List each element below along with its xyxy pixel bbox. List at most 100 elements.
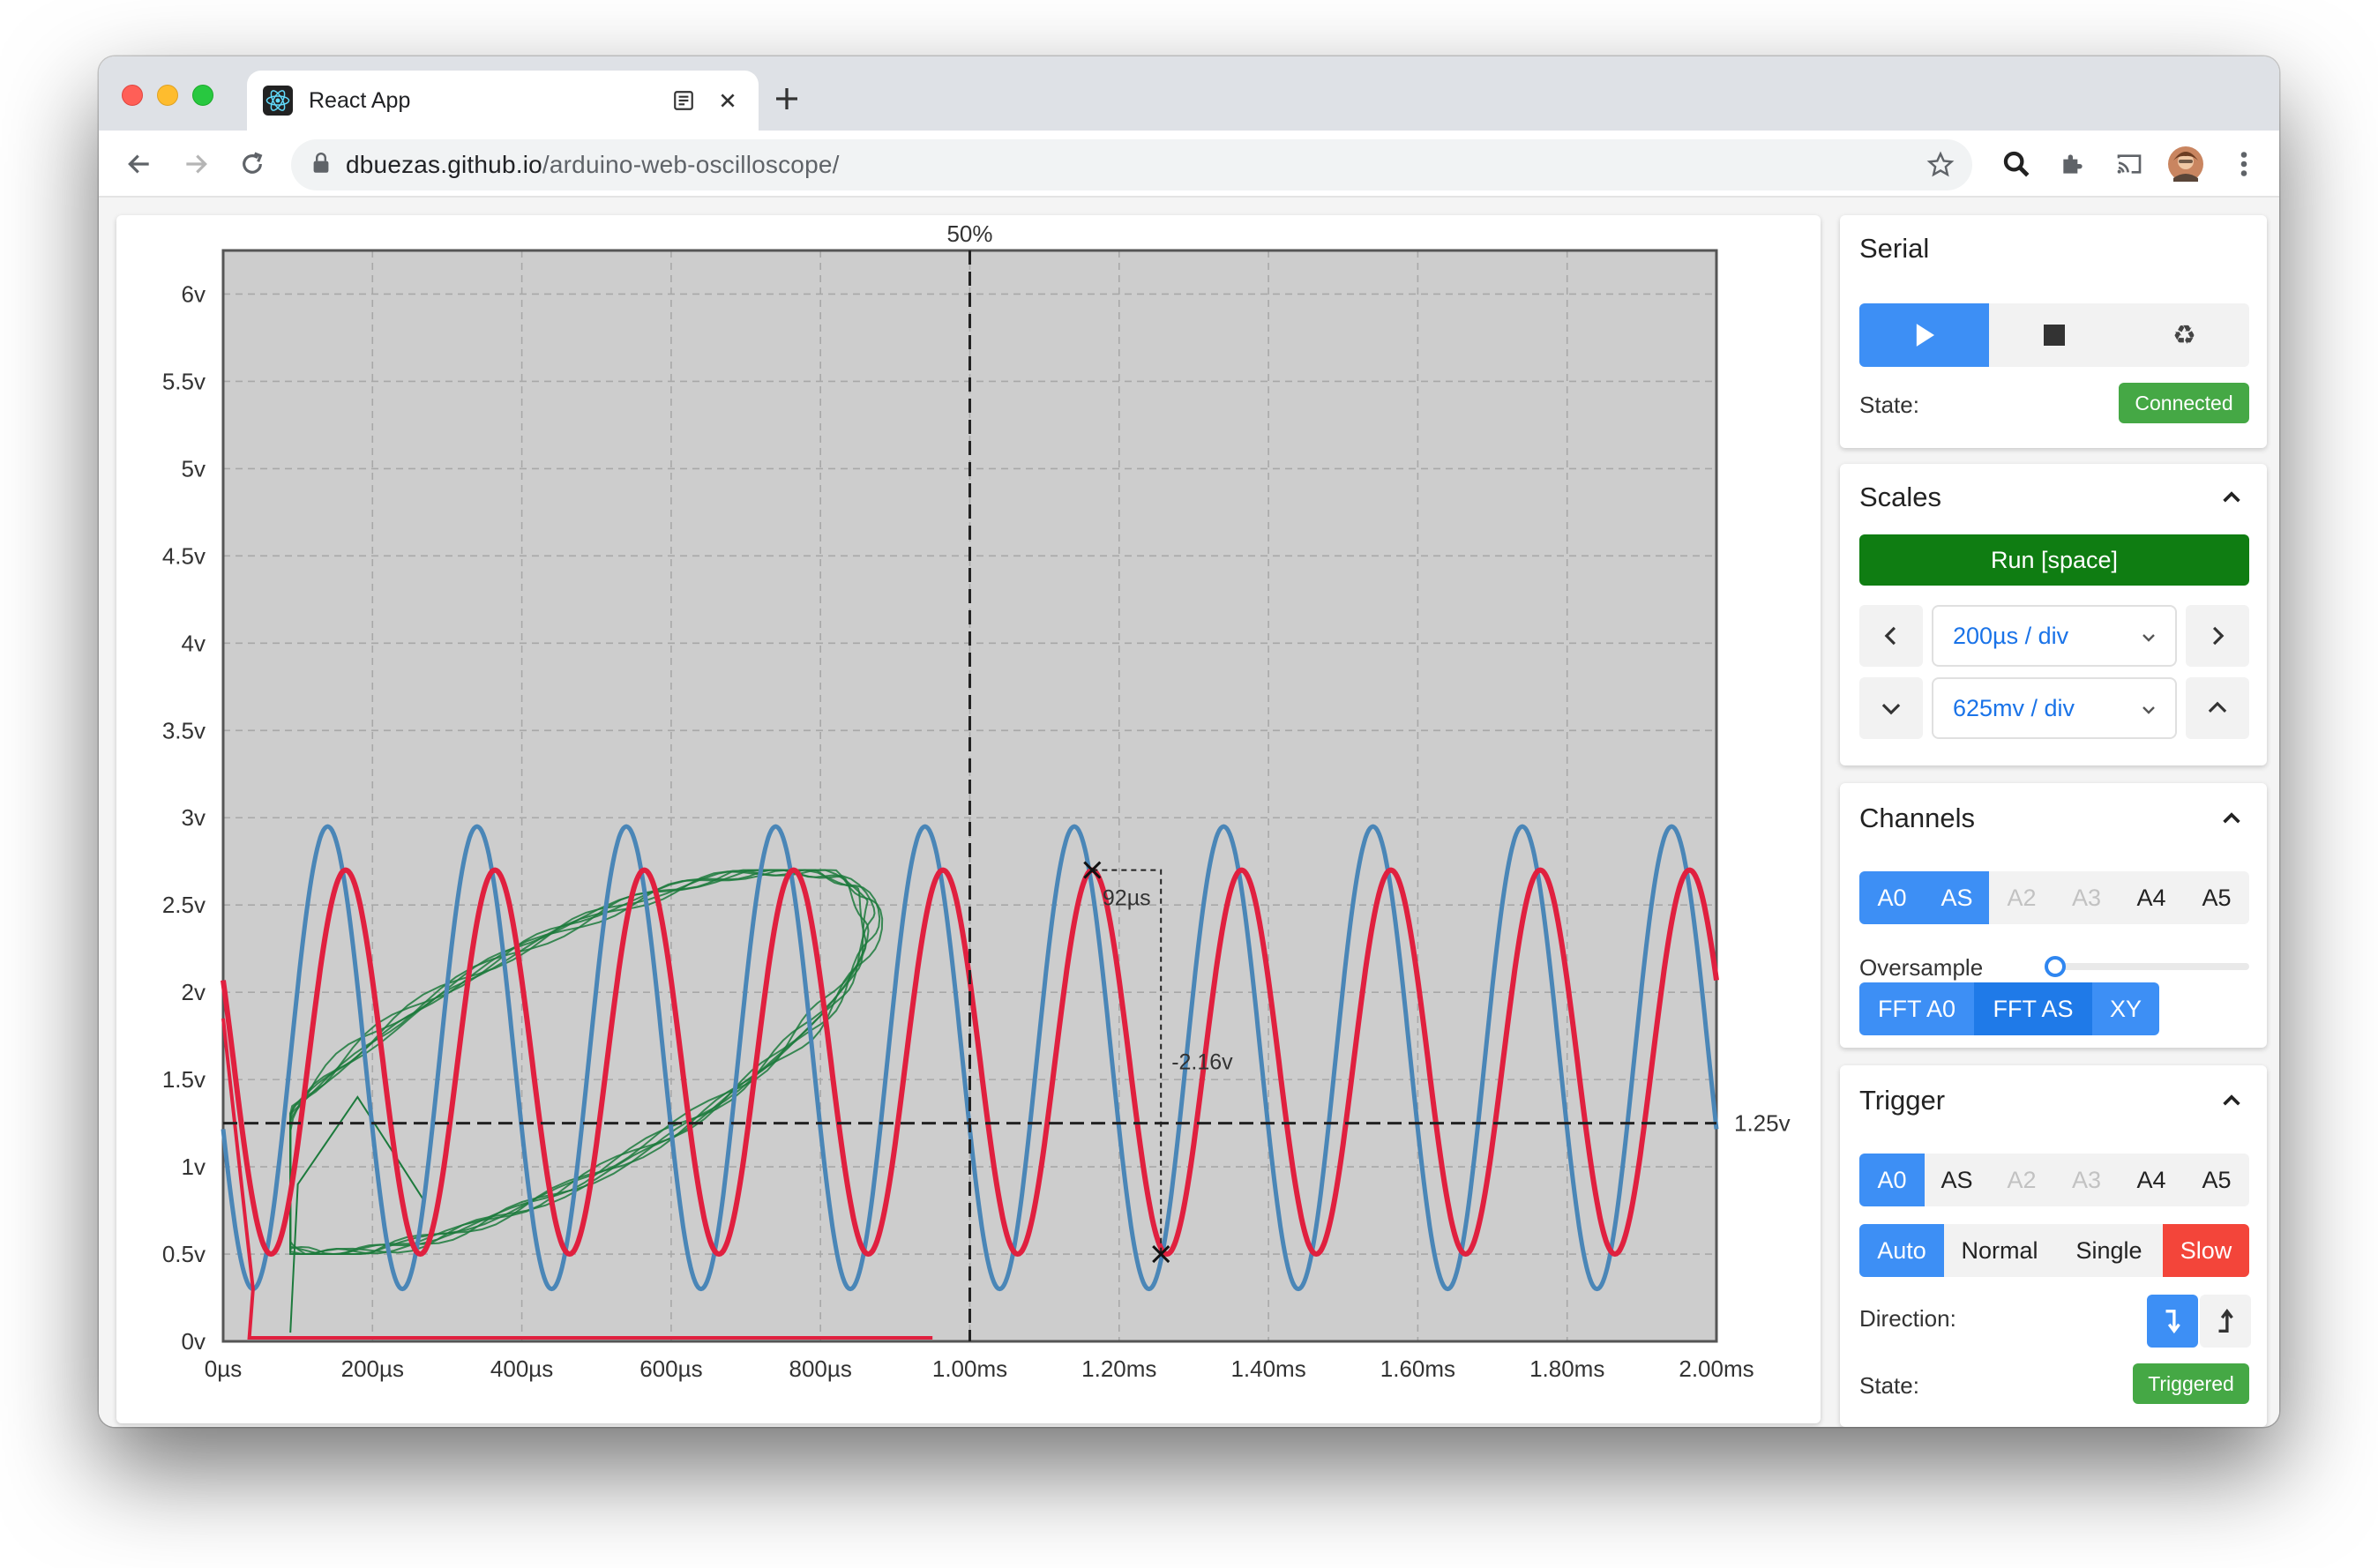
trigger-a3[interactable]: A3 [2054,1154,2119,1206]
serial-state-badge: Connected [2119,383,2249,423]
channel-a3-toggle[interactable]: A3 [2054,871,2119,924]
tab-search-icon[interactable] [669,86,699,116]
chevron-up-icon [2208,701,2227,713]
direction-label: Direction: [1859,1305,1956,1332]
y-tick-label: 2v [182,979,206,1005]
xy-curve-tail [289,1095,426,1333]
measurement-marker [1152,1244,1170,1264]
trigger-a4[interactable]: A4 [2119,1154,2184,1206]
chevron-right-icon [2212,626,2225,646]
minimize-window-button[interactable] [157,85,178,106]
channel-a5-toggle[interactable]: A5 [2184,871,2249,924]
trigger-panel: Trigger A0 AS A2 A3 A4 A5 Auto Normal Si… [1840,1065,2267,1427]
collapse-trigger-icon[interactable] [2219,1088,2244,1113]
y-tick-label: 1.5v [162,1066,206,1093]
fft-a0-toggle[interactable]: FFT A0 [1859,982,1974,1035]
stop-icon [2044,325,2065,346]
collapse-channels-icon[interactable] [2219,806,2244,831]
direction-rising-button[interactable] [2200,1295,2251,1348]
chevron-down-icon [1881,703,1901,715]
channel-as-baseline [221,1018,933,1340]
channel-modes: FFT A0 FFT AS XY [1859,982,2159,1035]
oversample-slider[interactable] [2045,956,2249,977]
oscilloscope-plot[interactable]: 0µs 200µs 400µs 600µs 800µs 1.00ms 1.20ms 1.40m… [116,215,1821,1423]
y-tick-label: 5.5v [162,368,206,394]
volt-decrease-button[interactable] [1859,677,1923,739]
fft-as-toggle[interactable]: FFT AS [1974,982,2092,1035]
trigger-state-badge: Triggered [2133,1363,2249,1404]
chrome-menu-icon[interactable] [2226,146,2262,182]
collapse-scales-icon[interactable] [2219,485,2244,510]
xy-toggle[interactable]: XY [2092,982,2159,1035]
xy-curve [289,869,884,1256]
channel-a4-toggle[interactable]: A4 [2119,871,2184,924]
time-div-select[interactable]: 200µs / div [1932,605,2177,667]
channel-toggles: A0 AS A2 A3 A4 A5 [1859,871,2249,924]
trigger-a2[interactable]: A2 [1989,1154,2054,1206]
page-content: 0µs 200µs 400µs 600µs 800µs 1.00ms 1.20ms 1.40m… [99,198,2279,1427]
y-tick-label: 2.5v [162,892,206,918]
trigger-mode-slow[interactable]: Slow [2163,1224,2249,1277]
time-increase-button[interactable] [2186,605,2249,667]
channel-a2-toggle[interactable]: A2 [1989,871,2054,924]
x-tick-label: 1.40ms [1230,1355,1305,1382]
url-text: dbuezas.github.io/arduino-web-oscillosco… [346,151,840,178]
tab-strip: React App [99,56,2279,131]
y-tick-label: 3v [182,804,206,831]
back-icon[interactable] [122,146,157,182]
volt-div-select[interactable]: 625mv / div [1932,677,2177,739]
zoom-search-icon[interactable] [1999,146,2034,182]
run-button[interactable]: Run [space] [1859,534,2249,586]
address-bar[interactable]: dbuezas.github.io/arduino-web-oscillosco… [291,139,1972,190]
trigger-title: Trigger [1859,1085,1946,1116]
channel-a0-toggle[interactable]: A0 [1859,871,1925,924]
new-tab-icon[interactable] [769,81,804,116]
trigger-a5[interactable]: A5 [2184,1154,2249,1206]
channel-as-toggle[interactable]: AS [1925,871,1989,924]
trigger-mode-normal[interactable]: Normal [1944,1224,2055,1277]
time-decrease-button[interactable] [1859,605,1923,667]
avatar[interactable] [2168,146,2203,182]
oversample-slider-knob[interactable] [2045,956,2066,977]
x-tick-label: 1.80ms [1529,1355,1604,1382]
volt-increase-button[interactable] [2186,677,2249,739]
x-tick-label: 800µs [789,1355,852,1382]
trigger-mode-single[interactable]: Single [2055,1224,2163,1277]
measurement-guides [1092,869,1163,1255]
chevron-down-icon [2142,706,2155,714]
chevron-down-icon [2142,634,2155,642]
x-tick-label: 1.60ms [1380,1355,1455,1382]
y-tick-label: 0.5v [162,1241,206,1267]
oversample-label: Oversample [1859,954,1984,981]
x-tick-label: 400µs [490,1355,553,1382]
react-icon [263,86,293,116]
direction-falling-button[interactable] [2147,1295,2198,1348]
play-icon [1916,324,1934,347]
reload-icon[interactable] [235,146,270,182]
trigger-as[interactable]: AS [1925,1154,1989,1206]
extensions-puzzle-icon[interactable] [2055,146,2090,182]
y-tick-label: 3.5v [162,717,206,743]
falling-edge-icon [2165,1310,2180,1334]
bookmark-star-icon[interactable] [1926,151,1955,183]
y-tick-label: 1v [182,1154,206,1180]
tab-close-icon[interactable] [713,86,743,116]
forward-icon[interactable] [178,146,213,182]
trigger-mode-auto[interactable]: Auto [1859,1224,1944,1277]
trigger-state-label: State: [1859,1372,1919,1399]
recycle-button[interactable]: ♻ [2120,303,2249,367]
cast-icon[interactable] [2112,146,2147,182]
maximize-window-button[interactable] [192,85,213,106]
stop-button[interactable] [1989,303,2120,367]
close-window-button[interactable] [122,85,143,106]
trigger-level-label: 1.25v [1734,1110,1791,1137]
play-button[interactable] [1859,303,1989,367]
trigger-a0[interactable]: A0 [1859,1154,1925,1206]
browser-tab[interactable]: React App [247,71,759,131]
measurement-dt-label: 92µs [1103,886,1151,911]
scales-title: Scales [1859,482,1942,512]
x-tick-label: 1.20ms [1081,1355,1156,1382]
y-tick-label: 6v [182,280,206,307]
rising-edge-icon [2218,1308,2233,1333]
lock-icon [312,152,330,178]
